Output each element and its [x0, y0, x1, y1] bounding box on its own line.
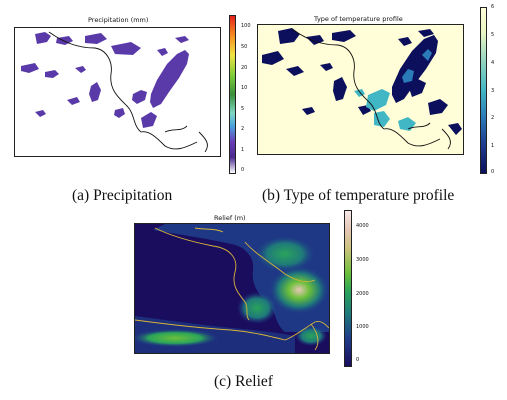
precipitation-map — [14, 27, 221, 157]
temperature-profile-colorbar-tick: 6 — [491, 4, 495, 10]
caption-relief: (c) Relief — [214, 373, 273, 390]
temperature-profile-map — [257, 24, 464, 155]
precipitation-colorbar-tick: 100 — [241, 23, 251, 29]
relief-colorbar — [344, 210, 352, 367]
relief-colorbar-tick: 1000 — [356, 324, 369, 330]
precipitation-colorbar-tick: 2 — [241, 126, 245, 132]
temperature-profile-colorbar-tick: 1 — [491, 143, 495, 149]
plot-title-temperature-profile: Type of temperature profile — [314, 15, 403, 23]
precipitation-colorbar-tick: 5 — [241, 106, 245, 112]
relief-colorbar-tick: 2000 — [356, 291, 369, 297]
precipitation-map-graphic — [15, 28, 220, 156]
relief-colorbar-tick: 0 — [356, 357, 360, 363]
caption-temperature-profile: (b) Type of temperature profile — [262, 187, 455, 204]
precipitation-colorbar — [229, 15, 236, 174]
precipitation-colorbar-tick: 20 — [241, 65, 248, 71]
temperature-profile-map-graphic — [258, 25, 463, 154]
temperature-profile-colorbar-tick: 3 — [491, 88, 495, 94]
temperature-profile-colorbar-tick: 5 — [491, 32, 495, 38]
plot-title-precipitation: Precipitation (mm) — [88, 16, 149, 24]
precipitation-colorbar-tick: 0 — [241, 167, 245, 173]
precipitation-colorbar-tick: 50 — [241, 44, 248, 50]
relief-colorbar-tick: 3000 — [356, 257, 369, 263]
temperature-profile-colorbar-tick: 2 — [491, 115, 495, 121]
relief-map-graphic — [135, 224, 329, 353]
relief-colorbar-tick: 4000 — [356, 223, 369, 229]
plot-title-relief: Relief (m) — [214, 214, 246, 222]
temperature-profile-colorbar-tick: 0 — [491, 169, 495, 175]
precipitation-colorbar-tick: 1 — [241, 147, 245, 153]
temperature-profile-colorbar-tick: 4 — [491, 60, 495, 66]
relief-map — [134, 223, 330, 354]
temperature-profile-colorbar — [480, 7, 487, 174]
precipitation-colorbar-tick: 10 — [241, 85, 248, 91]
caption-precipitation: (a) Precipitation — [72, 187, 173, 204]
